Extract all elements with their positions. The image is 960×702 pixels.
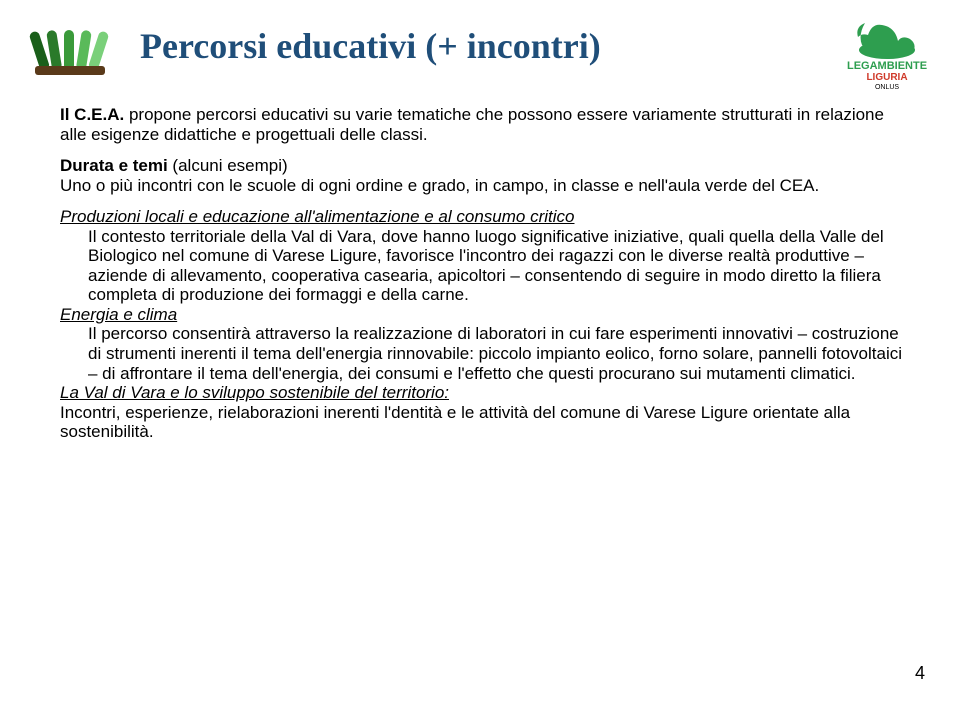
section-energia: Energia e clima Il percorso consentirà a… <box>60 305 905 383</box>
svg-text:ONLUS: ONLUS <box>875 84 899 90</box>
blade-icon <box>88 30 109 69</box>
intro-body: propone percorsi educativi su varie tema… <box>60 105 884 144</box>
svg-text:LEGAMBIENTE: LEGAMBIENTE <box>847 60 927 72</box>
section-body-valdivara: Incontri, esperienze, rielaborazioni ine… <box>60 403 905 442</box>
earth-icon <box>35 66 105 75</box>
legambiente-logo-icon: LEGAMBIENTE LIGURIA ONLUS <box>840 15 935 90</box>
blade-icon <box>64 30 74 68</box>
intro-lead: Il C.E.A. <box>60 105 124 124</box>
section-body-energia: Il percorso consentirà attraverso la rea… <box>60 324 905 383</box>
content-area: Il C.E.A. propone percorsi educativi su … <box>60 105 905 442</box>
intro-paragraph: Il C.E.A. propone percorsi educativi su … <box>60 105 905 144</box>
duration-paragraph: Durata e temi (alcuni esempi) Uno o più … <box>60 156 905 195</box>
duration-mid: (alcuni esempi) <box>168 156 288 175</box>
right-logo: LEGAMBIENTE LIGURIA ONLUS <box>840 15 935 90</box>
section-valdivara: La Val di Vara e lo sviluppo sostenibile… <box>60 383 905 442</box>
page-title: Percorsi educativi (+ incontri) <box>140 25 601 67</box>
duration-body: Uno o più incontri con le scuole di ogni… <box>60 176 819 195</box>
section-head-energia: Energia e clima <box>60 305 905 325</box>
page-number: 4 <box>915 663 925 684</box>
section-body-produzioni: Il contesto territoriale della Val di Va… <box>60 227 905 305</box>
section-head-valdivara: La Val di Vara e lo sviluppo sostenibile… <box>60 383 905 403</box>
svg-text:LIGURIA: LIGURIA <box>866 72 907 83</box>
duration-lead: Durata e temi <box>60 156 168 175</box>
left-logo <box>30 20 110 80</box>
section-head-produzioni: Produzioni locali e educazione all'alime… <box>60 207 905 227</box>
section-produzioni: Produzioni locali e educazione all'alime… <box>60 207 905 305</box>
